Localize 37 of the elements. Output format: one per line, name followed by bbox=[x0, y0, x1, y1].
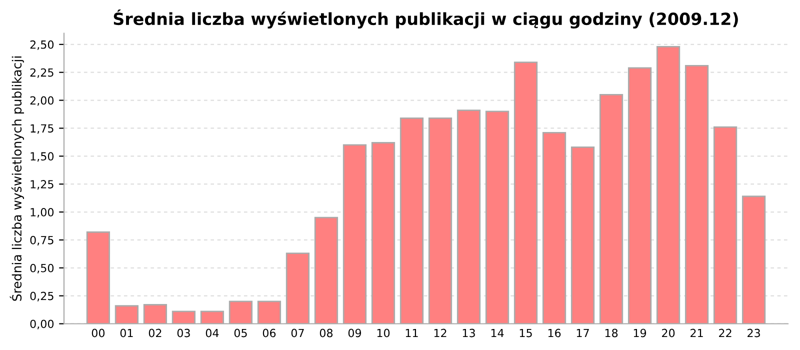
x-tick-label: 09 bbox=[348, 328, 362, 338]
x-tick-label: 01 bbox=[120, 328, 133, 338]
y-tick-label: 0,50 bbox=[30, 264, 54, 274]
x-tick-label: 18 bbox=[605, 328, 618, 338]
x-tick-label: 17 bbox=[576, 328, 589, 338]
chart-title: Średnia liczba wyświetlonych publikacji w ciągu godziny (2009.12) bbox=[114, 9, 738, 29]
y-tick-label: 0,25 bbox=[30, 292, 54, 302]
x-tick-label: 23 bbox=[748, 328, 760, 338]
x-tick-label: 05 bbox=[234, 328, 247, 338]
x-tick-label: 13 bbox=[462, 328, 475, 338]
y-tick-label: 1,75 bbox=[30, 124, 54, 134]
y-tick-label: 2,00 bbox=[30, 96, 54, 106]
y-axis-title: Średnia liczba wyświetlonych publikacji bbox=[10, 56, 24, 301]
x-tick-label: 06 bbox=[262, 328, 276, 338]
x-tick-label: 15 bbox=[520, 328, 532, 338]
y-tick-label: 1,25 bbox=[30, 180, 54, 190]
y-tick-label: 1,00 bbox=[30, 208, 54, 218]
x-tick-label: 10 bbox=[377, 328, 390, 338]
y-tick-label: 2,50 bbox=[30, 40, 54, 50]
x-tick-label: 20 bbox=[662, 328, 675, 338]
y-tick-label: 0,75 bbox=[30, 236, 54, 246]
x-tick-label: 03 bbox=[177, 328, 190, 338]
x-tick-label: 11 bbox=[406, 328, 418, 338]
x-tick-label: 07 bbox=[291, 328, 304, 338]
y-tick-label: 1,50 bbox=[30, 152, 54, 162]
x-tick-label: 02 bbox=[148, 328, 162, 338]
x-tick-label: 16 bbox=[548, 328, 561, 338]
y-tick-label: 0,00 bbox=[30, 320, 54, 330]
x-tick-label: 22 bbox=[719, 328, 732, 338]
x-tick-label: 08 bbox=[320, 328, 333, 338]
x-tick-label: 04 bbox=[206, 328, 219, 338]
x-tick-label: 12 bbox=[434, 328, 446, 338]
x-tick-label: 21 bbox=[690, 328, 703, 338]
y-tick-label: 2,25 bbox=[30, 68, 54, 78]
x-tick-label: 19 bbox=[634, 328, 646, 338]
x-tick-label: 00 bbox=[92, 328, 105, 338]
x-tick-label: 14 bbox=[491, 328, 504, 338]
